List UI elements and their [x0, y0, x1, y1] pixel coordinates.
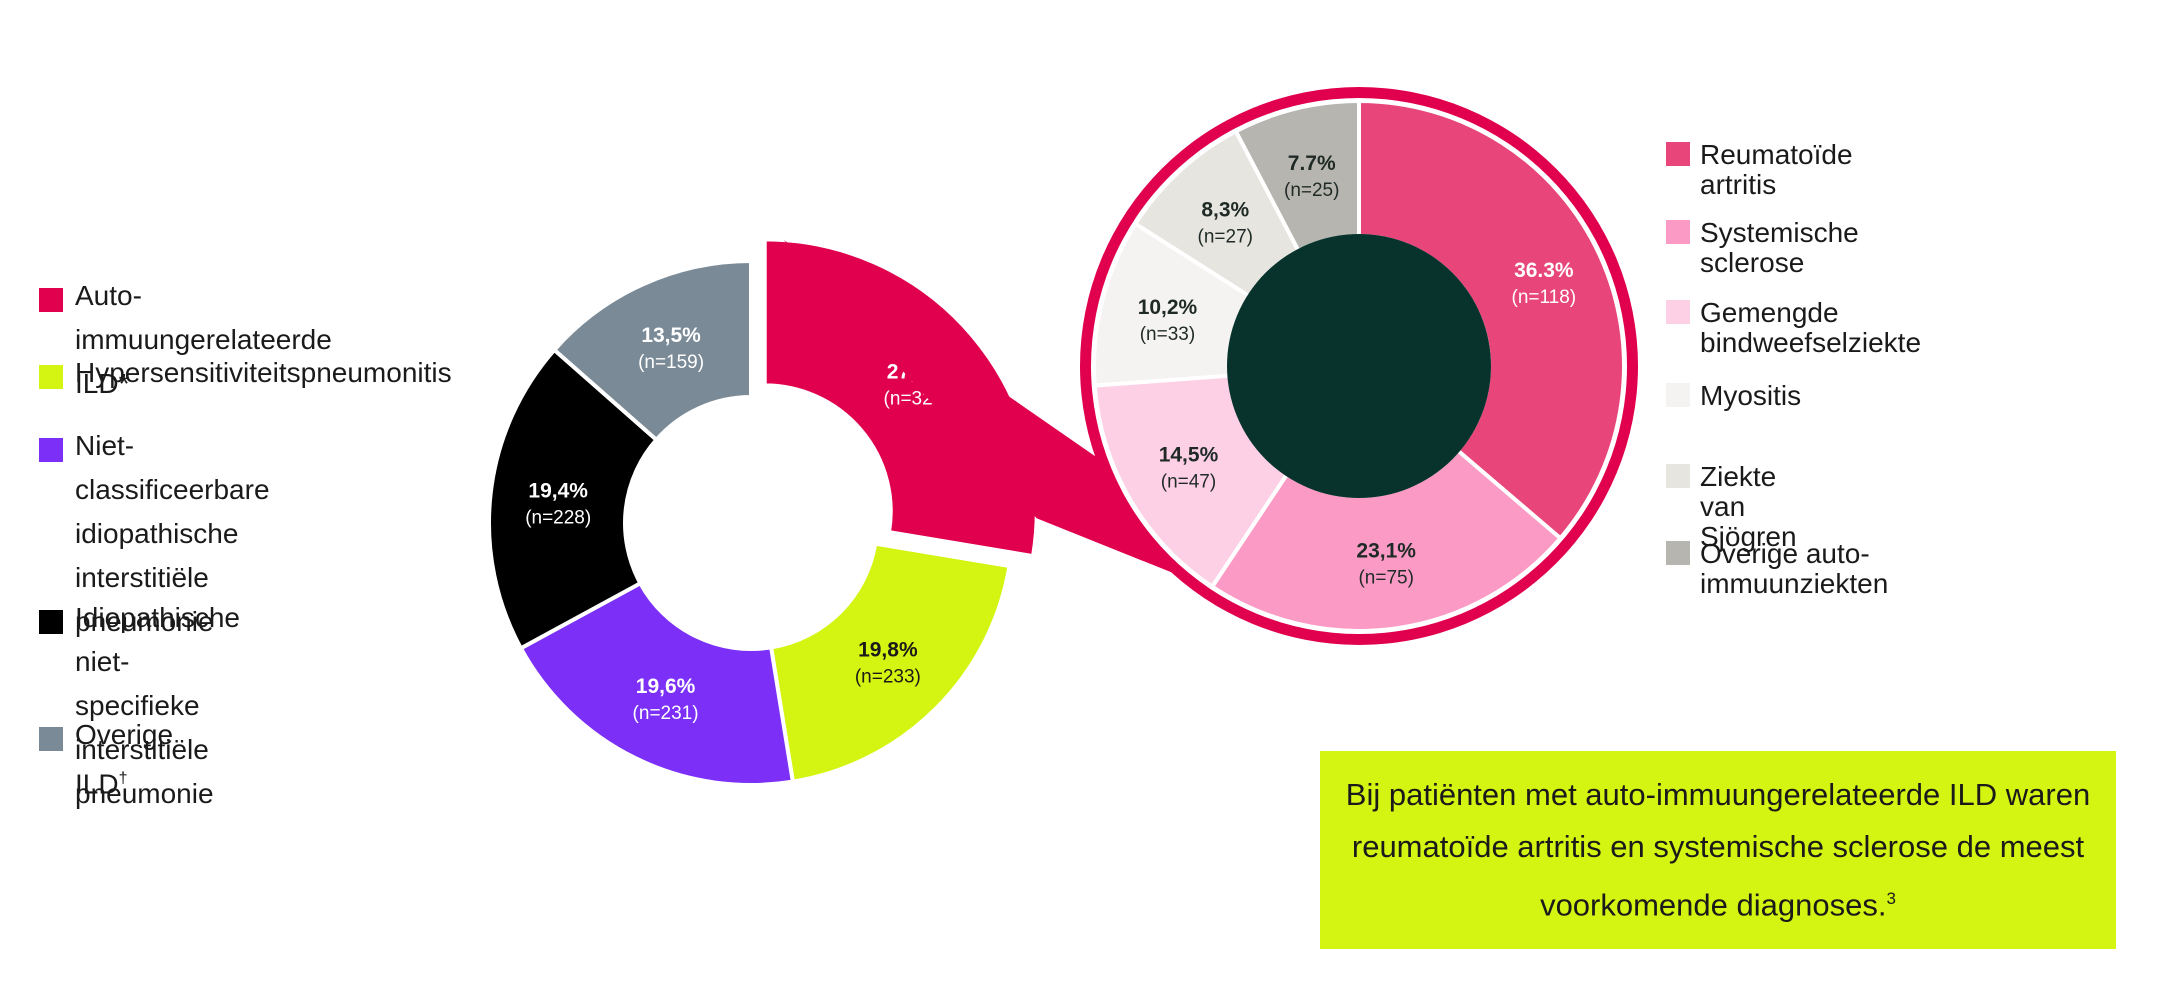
slice-count-niet-classificeerbare-idiopathische-interstitiele-pneumonie: (n=231)	[633, 703, 699, 724]
slice-count-myositis: (n=33)	[1140, 324, 1195, 345]
slice-idiopathische-niet-specifieke-interstitiele-pneumonie	[487, 347, 660, 651]
slice-label-overige-auto-immuunziekten: 7.7%	[1288, 152, 1336, 175]
right-donut-chart: 36.3% (n=118) 23,1% (n=75) 14,5% (n=47) 10,2% (…	[1080, 87, 1638, 645]
legend-text: Reumatoïde artritis	[1700, 139, 1853, 200]
legend-swatch	[39, 365, 63, 389]
legend-item-reumatoide-artritis: Reumatoïde artritis	[1666, 140, 1853, 200]
legend-item-idiopathische-niet-specifieke-interstitiele-pneumonie: Idiopathische niet-specifieke interstiti…	[39, 602, 240, 816]
slice-count-idiopathische-niet-specifieke-interstitiele-pneumonie: (n=228)	[525, 507, 591, 528]
legend-label: Overige ILD†	[75, 713, 173, 806]
slice-label-ziekte-van-sjogren: 8,3%	[1201, 199, 1249, 222]
legend-label: Systemische sclerose	[1700, 218, 1859, 278]
slice-label-reumatoide-artritis: 36.3%	[1514, 259, 1574, 282]
legend-label: Ziekte van Sjögren	[1700, 462, 1797, 552]
legend-item-ziekte-van-sjogren: Ziekte van Sjögren	[1666, 462, 1797, 552]
legend-text: Idiopathische niet-specifieke interstiti…	[75, 602, 241, 809]
legend-text: Myositis	[1700, 380, 1802, 411]
legend-label: Myositis	[1700, 381, 1801, 411]
legend-item-overige-ild: Overige ILD†	[39, 719, 173, 806]
slice-label-overige-ild: 13,5%	[641, 324, 701, 347]
legend-swatch	[1666, 541, 1690, 565]
slice-hypersensitiviteitspneumonitis	[768, 541, 1012, 784]
slice-label-systemische-sclerose: 23,1%	[1356, 540, 1416, 563]
slice-count-systemische-sclerose: (n=75)	[1358, 568, 1413, 589]
legend-label: Overige auto-immuunziekten	[1700, 539, 1888, 599]
zoom-connector-shape	[783, 240, 1183, 577]
legend-item-systemische-sclerose: Systemische sclerose	[1666, 218, 1859, 278]
left-donut-chart: 27,6%(n=325)19,8%(n=233)19,6%(n=231)19,4…	[487, 237, 1039, 787]
legend-footnote: †	[118, 770, 128, 787]
legend-swatch	[1666, 383, 1690, 407]
donut-center	[1227, 234, 1491, 498]
legend-text: Systemische sclerose	[1700, 217, 1859, 278]
legend-item-niet-classificeerbare-idiopathische-interstitiele-pneumonie: Niet-classificeerbare idiopathische inte…	[39, 430, 270, 644]
legend-item-myositis: Myositis	[1666, 381, 1801, 411]
legend-swatch	[39, 438, 63, 462]
legend-label: Idiopathische niet-specifieke interstiti…	[75, 596, 240, 816]
slice-label-idiopathische-niet-specifieke-interstitiele-pneumonie: 19,4%	[528, 479, 588, 502]
slice-count-overige-auto-immuunziekten: (n=25)	[1284, 180, 1339, 201]
legend-item-gemengde-bindweefselziekte: Gemengde bindweefselziekte	[1666, 298, 1921, 358]
slice-count-hypersensitiviteitspneumonitis: (n=233)	[855, 667, 921, 688]
legend-item-hypersensitiviteitspneumonitis: Hypersensitiviteitspneumonitis	[39, 357, 452, 395]
callout-footnote: 3	[1886, 888, 1896, 908]
legend-text: Overige auto-immuunziekten	[1700, 538, 1889, 599]
legend-label: Hypersensitiviteitspneumonitis	[75, 351, 452, 395]
slice-niet-classificeerbare-idiopathische-interstitiele-pneumonie	[518, 580, 796, 787]
legend-text: Niet-classificeerbare idiopathische inte…	[75, 430, 270, 637]
legend-text: Overige ILD	[75, 719, 174, 800]
slice-label-myositis: 10,2%	[1138, 296, 1198, 319]
callout-body: Bij patiënten met auto-immuungerelateerd…	[1345, 776, 2091, 923]
slice-overige-ild	[551, 258, 753, 443]
legend-item-overige-auto-immuunziekten: Overige auto-immuunziekten	[1666, 539, 1888, 599]
legend-label: Reumatoïde artritis	[1700, 140, 1853, 200]
slice-count-overige-ild: (n=159)	[638, 352, 704, 373]
legend-text: Gemengde bindweefselziekte	[1700, 297, 1922, 358]
callout-box: Bij patiënten met auto-immuungerelateerd…	[1320, 751, 2116, 949]
legend-label: Gemengde bindweefselziekte	[1700, 298, 1921, 358]
callout-text: Bij patiënten met auto-immuungerelateerd…	[1338, 769, 2098, 931]
slice-label-hypersensitiviteitspneumonitis: 19,8%	[858, 639, 918, 662]
legend-swatch	[39, 727, 63, 751]
legend-text: Hypersensitiviteitspneumonitis	[75, 357, 452, 388]
legend-label: Auto-immuungerelateerde ILD*	[75, 274, 332, 406]
legend-swatch	[1666, 300, 1690, 324]
legend-text: Ziekte van Sjögren	[1700, 461, 1797, 552]
slice-label-gemengde-bindweefselziekte: 14,5%	[1159, 444, 1219, 467]
legend-text: Auto-immuungerelateerde ILD*	[75, 280, 332, 399]
slice-label-niet-classificeerbare-idiopathische-interstitiele-pneumonie: 19,6%	[636, 675, 696, 698]
slice-count-ziekte-van-sjogren: (n=27)	[1198, 227, 1253, 248]
legend-swatch	[39, 288, 63, 312]
legend-swatch	[1666, 464, 1690, 488]
legend-item-auto-immuungerelateerde-ild: Auto-immuungerelateerde ILD*	[39, 280, 332, 406]
slice-count-reumatoide-artritis: (n=118)	[1512, 287, 1577, 308]
legend-swatch	[39, 610, 63, 634]
slice-count-gemengde-bindweefselziekte: (n=47)	[1161, 472, 1216, 493]
zoom-connector	[783, 240, 1183, 577]
legend-label: Niet-classificeerbare idiopathische inte…	[75, 424, 270, 644]
legend-swatch	[1666, 142, 1690, 166]
legend-swatch	[1666, 220, 1690, 244]
